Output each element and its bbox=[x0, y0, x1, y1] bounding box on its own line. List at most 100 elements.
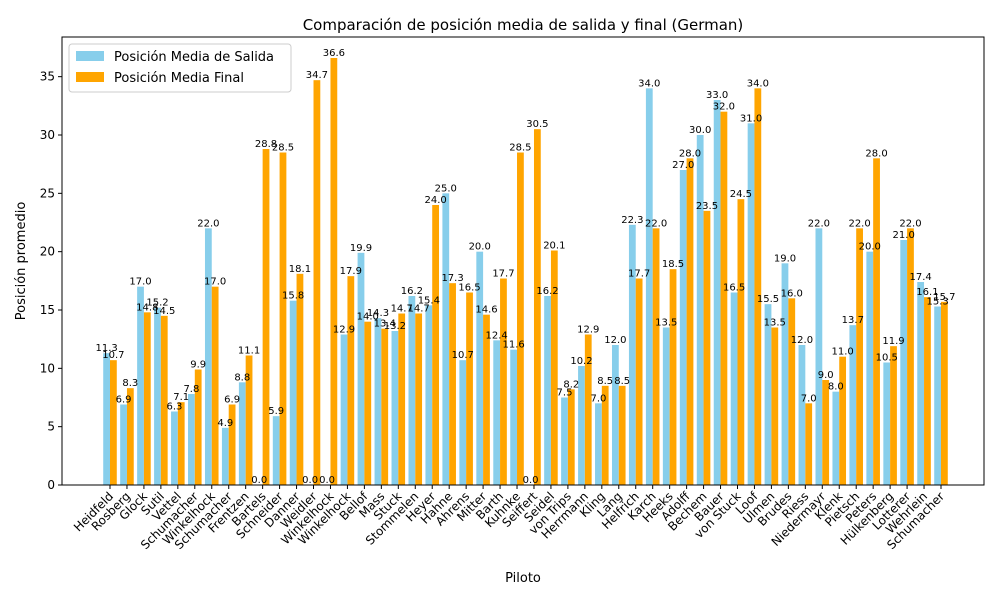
data-label-final: 20.1 bbox=[543, 241, 565, 252]
bar-final bbox=[584, 334, 592, 485]
data-label-final: 28.0 bbox=[679, 148, 701, 159]
bar-final bbox=[924, 297, 931, 485]
data-label-salida: 7.8 bbox=[183, 384, 199, 395]
y-tick-label: 35 bbox=[40, 70, 55, 84]
data-label-final: 23.5 bbox=[696, 201, 718, 212]
data-label-salida: 14.3 bbox=[367, 308, 389, 319]
value-labels-group: 11.310.76.98.317.014.815.214.56.37.17.89… bbox=[95, 48, 955, 486]
data-label-final: 22.0 bbox=[899, 218, 921, 229]
data-label-salida: 15.5 bbox=[757, 294, 779, 305]
bar-final bbox=[398, 313, 406, 485]
data-label-salida: 0.0 bbox=[302, 475, 318, 486]
y-tick-label: 25 bbox=[40, 186, 55, 200]
y-axis: 0 5 10 15 20 25 30 35 bbox=[40, 70, 62, 492]
bar-final bbox=[737, 199, 745, 486]
data-label-final: 13.5 bbox=[764, 318, 786, 329]
data-label-salida: 10.5 bbox=[876, 353, 898, 364]
data-label-final: 8.3 bbox=[122, 378, 138, 389]
legend: Posición Media de Salida Posición Media … bbox=[68, 43, 292, 93]
data-label-final: 22.0 bbox=[848, 218, 870, 229]
data-label-final: 8.5 bbox=[614, 376, 630, 387]
bar-salida bbox=[595, 403, 602, 485]
data-label-final: 30.5 bbox=[526, 119, 548, 130]
data-label-final: 18.1 bbox=[289, 264, 311, 275]
bar-final bbox=[601, 385, 609, 485]
bar-salida bbox=[408, 296, 416, 485]
data-label-final: 11.0 bbox=[832, 347, 854, 358]
bar-final bbox=[788, 298, 796, 485]
bar-final bbox=[669, 269, 677, 485]
data-label-salida: 15.8 bbox=[282, 291, 304, 302]
legend-swatch-final bbox=[76, 72, 104, 82]
bar-final bbox=[839, 356, 847, 485]
bar-final bbox=[313, 80, 321, 486]
bar-final bbox=[652, 228, 660, 485]
data-label-salida: 12.4 bbox=[486, 330, 508, 341]
data-label-final: 28.0 bbox=[865, 148, 887, 159]
data-label-salida: 34.0 bbox=[638, 78, 660, 89]
legend-box bbox=[68, 43, 292, 93]
bar-salida bbox=[883, 362, 891, 485]
bar-final bbox=[330, 58, 338, 485]
y-tick-label: 0 bbox=[47, 478, 55, 492]
chart-title: Comparación de posición media de salida … bbox=[303, 16, 744, 34]
data-label-final: 14.6 bbox=[475, 305, 497, 316]
bar-salida bbox=[679, 170, 687, 485]
data-label-final: 14.7 bbox=[408, 304, 430, 315]
data-label-final: 11.1 bbox=[238, 346, 260, 357]
data-label-final: 18.5 bbox=[662, 259, 684, 270]
bar-final bbox=[279, 152, 287, 485]
bar-final bbox=[686, 158, 694, 485]
bar-salida bbox=[357, 252, 365, 485]
data-label-salida: 20.0 bbox=[469, 242, 491, 253]
data-label-salida: 16.2 bbox=[401, 286, 423, 297]
data-label-final: 22.0 bbox=[645, 218, 667, 229]
data-label-salida: 13.2 bbox=[384, 321, 406, 332]
bar-salida bbox=[154, 307, 161, 485]
data-label-salida: 0.0 bbox=[319, 475, 335, 486]
legend-label-final: Posición Media Final bbox=[114, 71, 244, 86]
data-label-salida: 19.0 bbox=[774, 253, 796, 264]
bar-final bbox=[618, 385, 626, 485]
data-label-salida: 5.9 bbox=[268, 406, 284, 417]
bar-salida bbox=[815, 228, 823, 485]
data-label-salida: 7.5 bbox=[557, 388, 573, 399]
bar-final bbox=[347, 276, 355, 485]
bar-final bbox=[449, 283, 456, 485]
bar-salida bbox=[798, 345, 806, 485]
data-label-salida: 16.2 bbox=[536, 286, 558, 297]
data-label-final: 34.0 bbox=[747, 78, 769, 89]
data-label-salida: 10.7 bbox=[452, 350, 474, 361]
data-label-final: 9.0 bbox=[818, 370, 834, 381]
data-label-final: 16.0 bbox=[781, 288, 803, 299]
data-label-salida: 30.0 bbox=[689, 125, 711, 136]
data-label-final: 14.7 bbox=[391, 304, 413, 315]
bar-salida bbox=[289, 300, 297, 485]
bar-final bbox=[550, 250, 558, 485]
x-axis-label: Piloto bbox=[505, 571, 541, 586]
data-label-salida: 8.0 bbox=[828, 382, 844, 393]
bar-final bbox=[466, 292, 473, 485]
bar-salida bbox=[459, 360, 467, 485]
data-label-final: 36.6 bbox=[323, 48, 345, 59]
data-label-final: 24.0 bbox=[424, 195, 446, 206]
data-label-final: 17.9 bbox=[340, 266, 362, 277]
bar-salida bbox=[747, 123, 755, 485]
legend-swatch-salida bbox=[76, 51, 104, 61]
data-label-final: 7.1 bbox=[173, 392, 189, 403]
data-label-final: 32.0 bbox=[713, 102, 735, 113]
data-label-salida: 0.0 bbox=[523, 475, 539, 486]
bar-salida bbox=[713, 100, 721, 485]
data-label-salida: 19.9 bbox=[350, 243, 372, 254]
y-tick-label: 10 bbox=[40, 361, 55, 375]
bar-salida bbox=[578, 366, 585, 485]
data-label-final: 28.8 bbox=[255, 139, 277, 150]
data-label-final: 8.5 bbox=[597, 376, 613, 387]
data-label-final: 16.1 bbox=[916, 287, 938, 298]
data-label-final: 11.9 bbox=[882, 336, 904, 347]
bar-salida bbox=[103, 353, 110, 485]
bar-final bbox=[415, 313, 423, 485]
data-label-final: 17.7 bbox=[492, 269, 514, 280]
bar-final bbox=[262, 149, 270, 485]
